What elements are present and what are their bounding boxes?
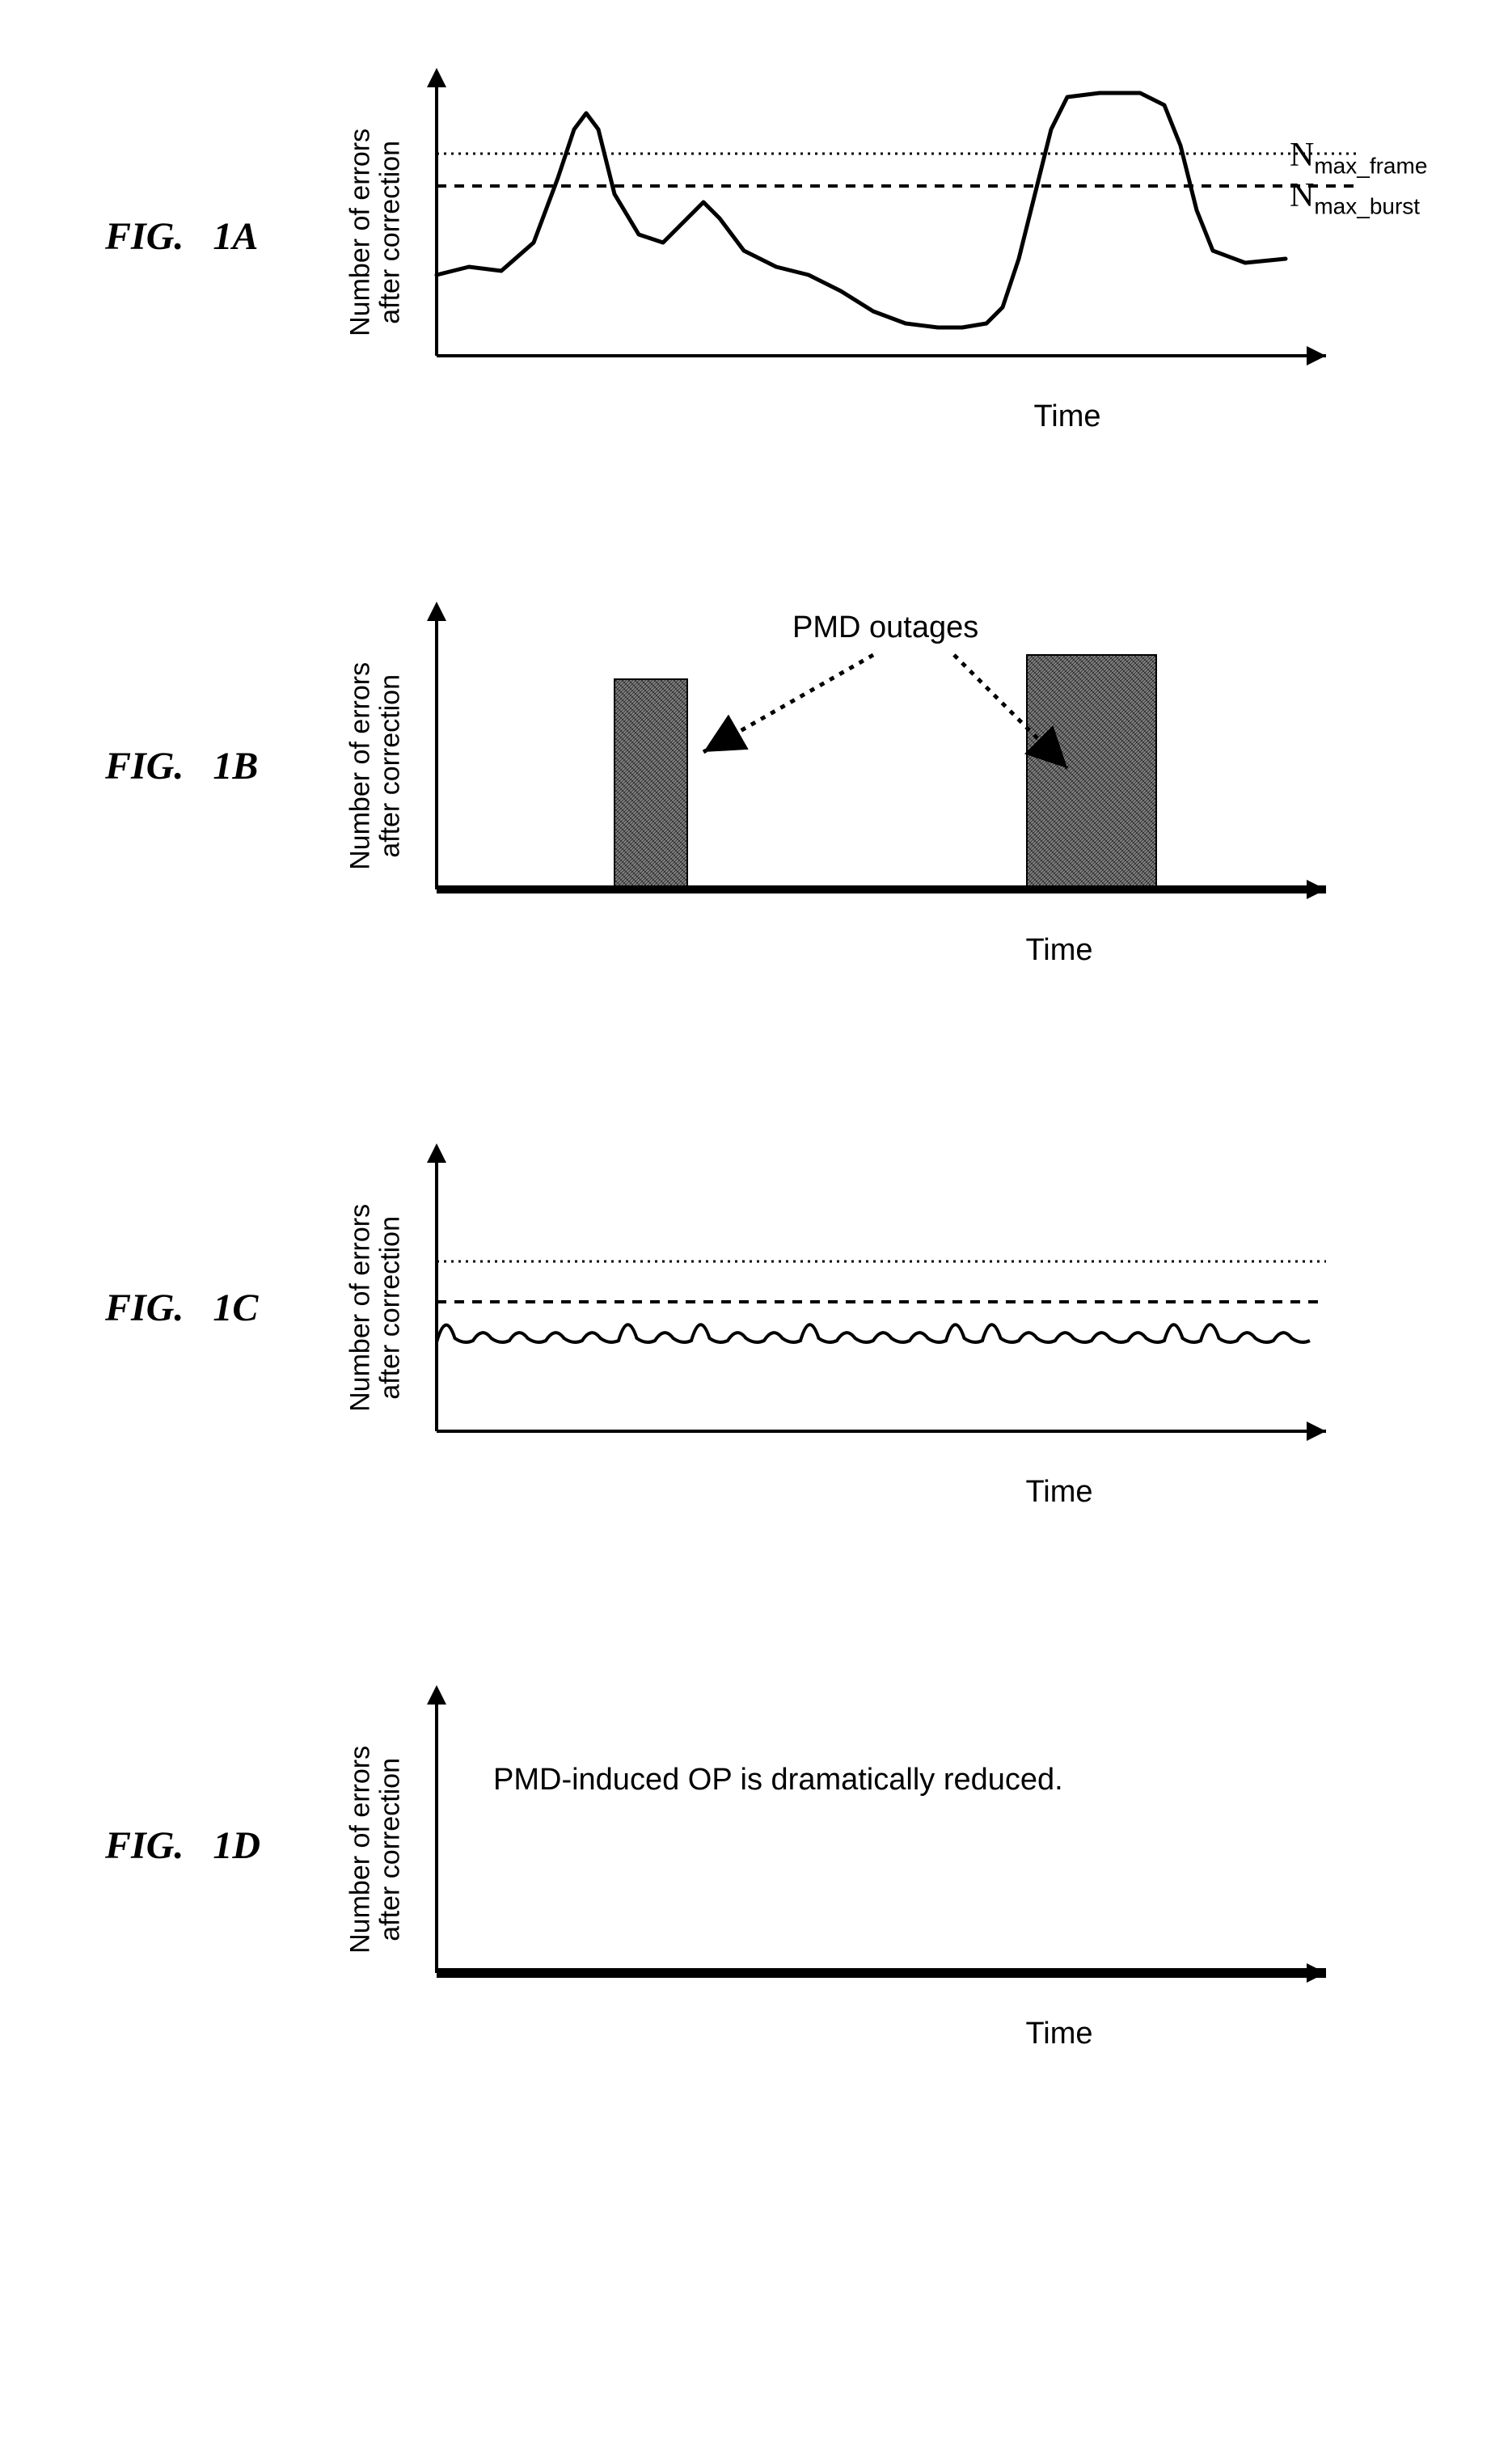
pmd-reduced-label: PMD-induced OP is dramatically reduced. [493, 1763, 1063, 1798]
fig-1a-chart: Number of errors after correction Time N… [404, 65, 1423, 434]
fig-1a-ylabel: Number of errors after correction [346, 111, 407, 353]
fig-1c-svg [404, 1140, 1375, 1480]
pmd-outages-label: PMD outages [792, 610, 978, 645]
fig-1d-ylabel: Number of errors after correction [346, 1728, 407, 1971]
fig-1b-svg [404, 598, 1375, 938]
fig-1a-label: FIG. 1A [105, 214, 258, 259]
fig-1d-chart: Number of errors after correction PMD-in… [404, 1682, 1375, 2051]
fig-1a-xlabel: Time [712, 399, 1423, 434]
fig-1d-label: FIG. 1D [105, 1823, 260, 1868]
fig-1b-ylabel: Number of errors after correction [346, 644, 407, 887]
fig-1b-label: FIG. 1B [105, 744, 258, 788]
fig-1a-svg [404, 65, 1423, 404]
fig-1c-xlabel: Time [744, 1475, 1375, 1510]
fig-1b-xlabel: Time [744, 933, 1375, 968]
fig-1d-xlabel: Time [744, 2017, 1375, 2051]
fig-1c-label: FIG. 1C [105, 1286, 258, 1330]
fig-1c-chart: Number of errors after correction Time [404, 1140, 1375, 1510]
n-max-frame-label: Nmax_frame [1290, 136, 1427, 179]
fig-1c-ylabel: Number of errors after correction [346, 1186, 407, 1429]
n-max-burst-label: Nmax_burst [1290, 176, 1420, 219]
fig-1d-svg [404, 1682, 1375, 2021]
fig-1b-chart: Number of errors after correction PMD ou… [404, 598, 1375, 968]
